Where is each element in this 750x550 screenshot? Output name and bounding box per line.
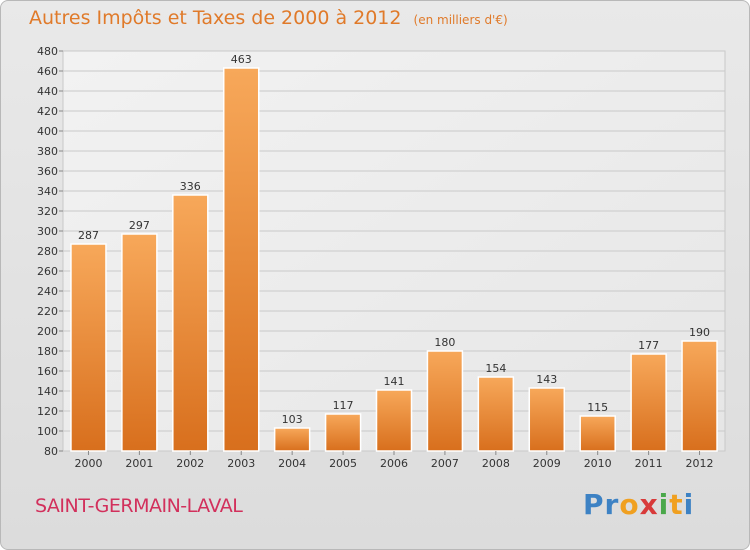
x-tick-label: 2012 <box>686 457 714 470</box>
x-tick-label: 2001 <box>125 457 153 470</box>
data-label-2003: 463 <box>231 53 252 66</box>
bar-2000 <box>70 243 107 452</box>
y-tick-label: 440 <box>37 85 58 98</box>
x-tick-label: 2007 <box>431 457 459 470</box>
y-tick-label: 320 <box>37 205 58 218</box>
logo-letter: t <box>669 488 684 521</box>
chart-title: Autres Impôts et Taxes de 2000 à 2012 (e… <box>29 7 508 29</box>
logo-letter: i <box>658 488 670 521</box>
data-labels: 287 297 336 463 103 117 141 180 154 143 115 177 190 <box>78 53 710 426</box>
bar-2003 <box>222 67 260 452</box>
bar-2006 <box>375 389 413 452</box>
x-axis-ticks: 2000 2001 2002 2003 2004 2005 2006 2007 2008 2009… <box>74 451 714 470</box>
logo-letter: x <box>639 488 659 521</box>
x-tick-label: 2010 <box>584 457 612 470</box>
data-label-2009: 143 <box>536 373 557 386</box>
y-tick-label: 220 <box>37 305 58 318</box>
y-tick-label: 380 <box>37 145 58 158</box>
y-tick-label: 300 <box>37 225 58 238</box>
bar-2001 <box>121 233 158 452</box>
data-label-2000: 287 <box>78 229 99 242</box>
chart-title-text: Autres Impôts et Taxes de 2000 à 2012 <box>29 7 402 29</box>
data-label-2001: 297 <box>129 219 150 232</box>
y-tick-label: 280 <box>37 245 58 258</box>
x-tick-label: 2002 <box>176 457 204 470</box>
data-label-2010: 115 <box>587 401 608 414</box>
y-tick-label: 360 <box>37 165 58 178</box>
bar-2011 <box>630 353 667 452</box>
y-tick-label: 240 <box>37 285 58 298</box>
bar-2008 <box>477 376 515 452</box>
bar-2002 <box>172 194 209 452</box>
chart-unit: (en milliers d'€) <box>413 13 508 27</box>
x-tick-label: 2008 <box>482 457 510 470</box>
y-tick-label: 120 <box>37 405 58 418</box>
y-tick-label: 460 <box>37 65 58 78</box>
data-label-2006: 141 <box>384 375 405 388</box>
y-tick-label: 200 <box>37 325 58 338</box>
x-tick-label: 2000 <box>74 457 102 470</box>
x-tick-label: 2011 <box>635 457 663 470</box>
data-label-2011: 177 <box>638 339 659 352</box>
data-label-2007: 180 <box>434 336 455 349</box>
proxiti-logo: Proxiti <box>583 488 694 521</box>
x-tick-label: 2009 <box>533 457 561 470</box>
y-tick-label: 400 <box>37 125 58 138</box>
logo-letter: o <box>619 488 640 521</box>
y-tick-label: 260 <box>37 265 58 278</box>
bar-2009 <box>528 387 566 452</box>
logo-letter: i <box>683 488 695 521</box>
y-tick-label: 340 <box>37 185 58 198</box>
y-tick-label: 420 <box>37 105 58 118</box>
x-tick-label: 2006 <box>380 457 408 470</box>
y-tick-label: 140 <box>37 385 58 398</box>
data-label-2004: 103 <box>282 413 303 426</box>
bar-2007 <box>426 350 464 452</box>
y-tick-label: 180 <box>37 345 58 358</box>
x-tick-label: 2004 <box>278 457 306 470</box>
logo-letter: P <box>583 488 605 521</box>
y-tick-label: 160 <box>37 365 58 378</box>
y-axis-ticks: 80 100 120 140 160 180 200 220 240 260 280 300 320 34… <box>37 45 63 458</box>
bar-2004 <box>273 427 311 452</box>
bar-2005 <box>324 413 362 452</box>
x-tick-label: 2005 <box>329 457 357 470</box>
bar-2012 <box>681 340 718 452</box>
data-label-2005: 117 <box>333 399 354 412</box>
y-tick-label: 80 <box>44 445 58 458</box>
bars <box>70 67 718 452</box>
x-tick-label: 2003 <box>227 457 255 470</box>
y-tick-label: 100 <box>37 425 58 438</box>
data-label-2012: 190 <box>689 326 710 339</box>
y-tick-label: 480 <box>37 45 58 58</box>
data-label-2002: 336 <box>180 180 201 193</box>
bar-2010 <box>579 415 616 452</box>
town-name: SAINT-GERMAIN-LAVAL <box>35 495 243 517</box>
logo-letter: r <box>604 488 620 521</box>
data-label-2008: 154 <box>485 362 506 375</box>
